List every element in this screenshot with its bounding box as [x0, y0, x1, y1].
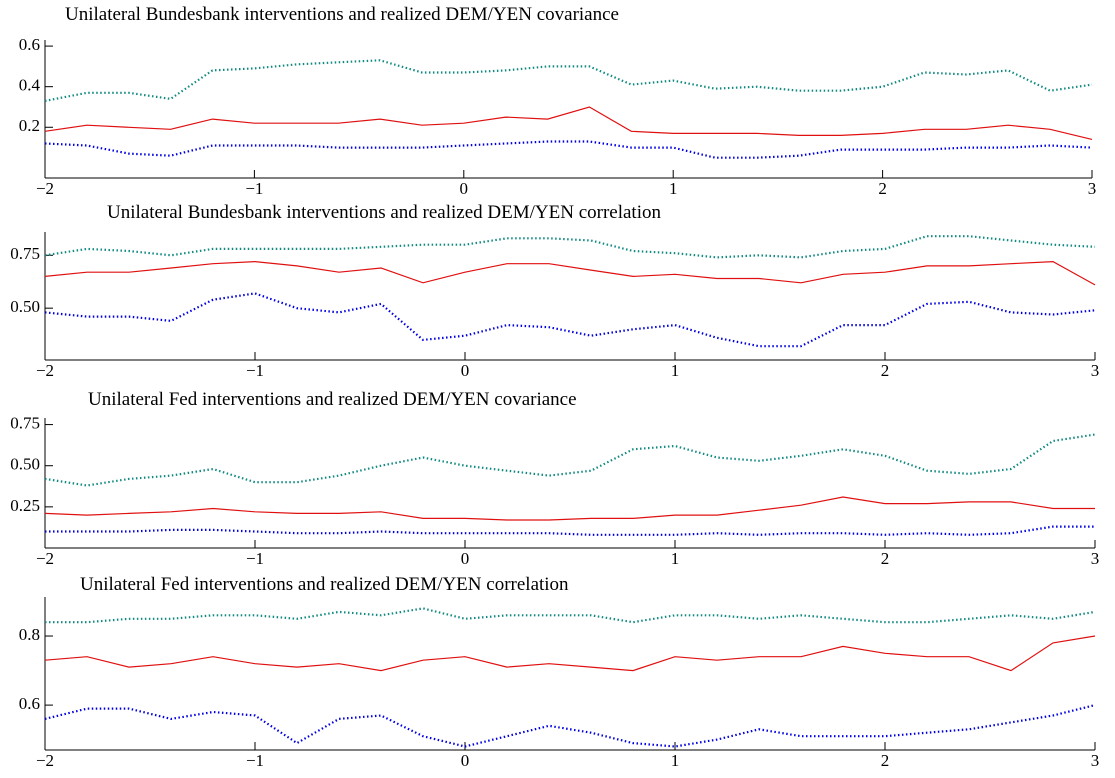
- y-tick-label: 0.4: [19, 76, 41, 95]
- y-tick-label: 0.6: [19, 694, 40, 713]
- y-tick-label: 0.25: [10, 496, 40, 515]
- x-tick-label: −1: [246, 549, 264, 568]
- series-line: [44, 496, 1095, 521]
- chart-title: Unilateral Bundesbank interventions and …: [107, 202, 661, 223]
- x-tick-label: −1: [246, 361, 264, 380]
- series-line: [44, 59, 1093, 102]
- x-tick-label: 0: [460, 179, 469, 198]
- y-tick-label: 0.75: [10, 413, 40, 432]
- series-line: [44, 106, 1093, 140]
- x-tick-label: 0: [461, 361, 470, 380]
- x-tick-label: −2: [36, 549, 54, 568]
- x-tick-label: 3: [1088, 179, 1097, 198]
- x-tick-label: 2: [881, 361, 890, 380]
- x-tick-label: 1: [669, 179, 678, 198]
- series-line: [45, 607, 1096, 624]
- y-tick-label: 0.75: [10, 244, 40, 263]
- x-tick-label: 1: [671, 751, 680, 770]
- x-tick-label: 3: [1091, 751, 1100, 770]
- x-tick-label: −1: [245, 179, 263, 198]
- series-line: [44, 140, 1093, 159]
- series-line: [45, 525, 1095, 536]
- series-line: [44, 292, 1096, 348]
- series-line: [44, 704, 1096, 748]
- x-tick-label: −2: [36, 361, 54, 380]
- chart-title: Unilateral Fed interventions and realize…: [80, 574, 569, 595]
- x-tick-label: 3: [1091, 549, 1100, 568]
- x-tick-label: 0: [461, 549, 470, 568]
- series-line: [44, 635, 1096, 672]
- y-tick-label: 0.2: [19, 116, 40, 135]
- y-tick-label: 0.8: [19, 625, 40, 644]
- x-tick-label: 2: [881, 751, 890, 770]
- x-tick-label: 1: [671, 549, 680, 568]
- x-tick-label: 2: [878, 179, 887, 198]
- y-tick-label: 0.50: [10, 297, 40, 316]
- x-tick-label: −2: [36, 179, 54, 198]
- x-tick-label: −2: [36, 751, 54, 770]
- chart-title: Unilateral Fed interventions and realize…: [88, 389, 577, 410]
- x-tick-label: 1: [671, 361, 680, 380]
- x-tick-label: 3: [1091, 361, 1100, 380]
- y-tick-label: 0.6: [19, 35, 40, 54]
- y-tick-label: 0.50: [10, 455, 40, 474]
- series-line: [44, 433, 1096, 487]
- x-tick-label: 2: [881, 549, 890, 568]
- x-tick-label: 0: [461, 751, 470, 770]
- series-line: [44, 235, 1096, 259]
- series-line: [44, 260, 1096, 286]
- x-tick-label: −1: [246, 751, 264, 770]
- chart-title: Unilateral Bundesbank interventions and …: [65, 4, 619, 25]
